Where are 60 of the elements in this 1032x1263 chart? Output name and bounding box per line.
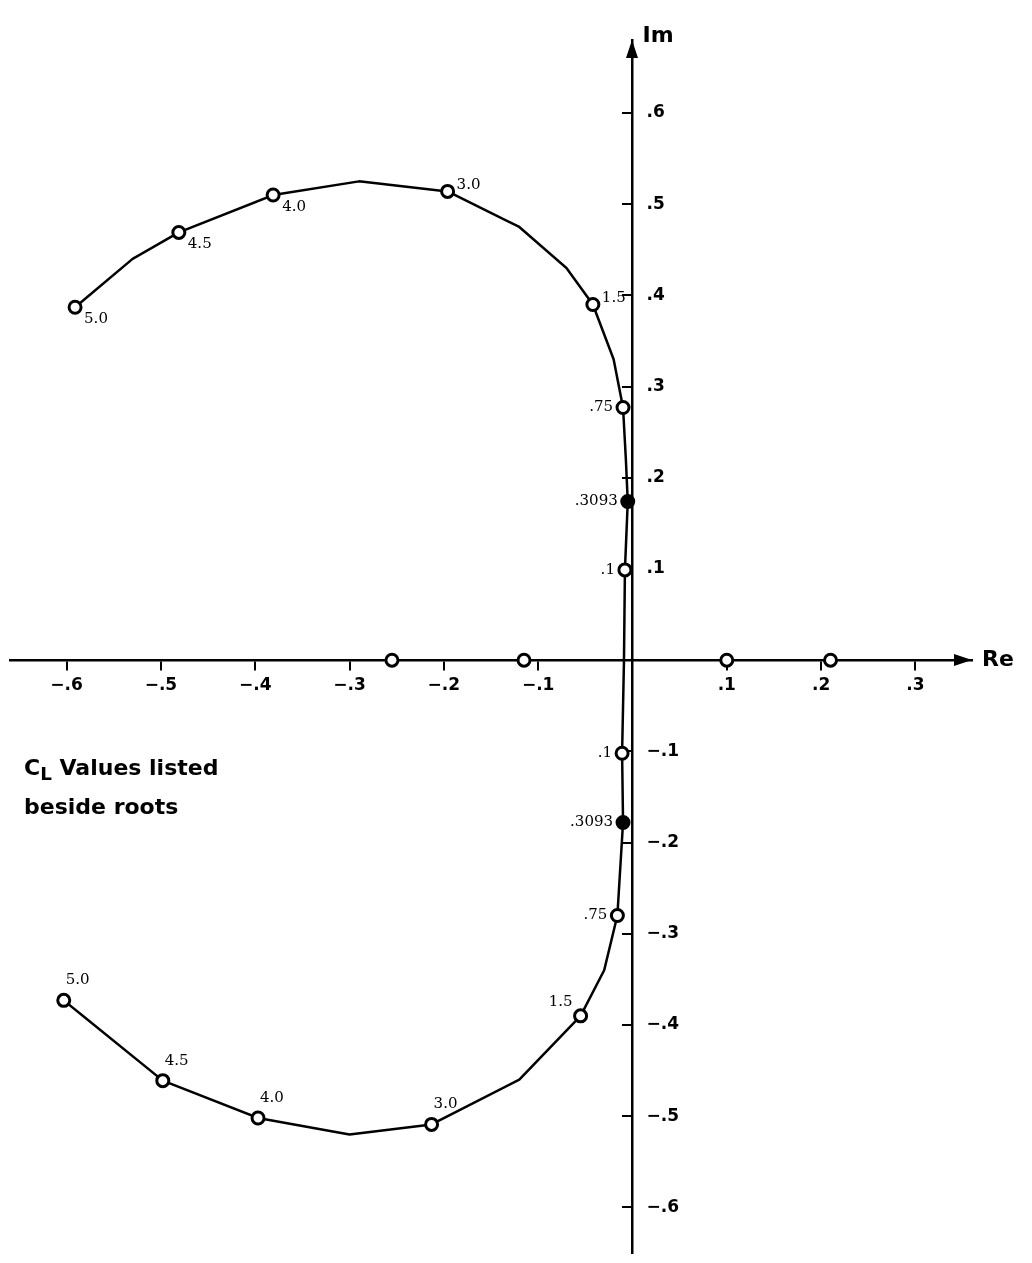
point (56, 992, 72, 1008)
point (250, 1110, 266, 1126)
point (620, 493, 636, 509)
annotation: .75 (583, 905, 608, 924)
x-tick-label: −.2 (427, 673, 461, 694)
x-tick-label: −.1 (521, 673, 555, 694)
point (585, 296, 601, 312)
y-axis-title: Im (642, 21, 674, 47)
point (615, 815, 631, 831)
annotation: .1 (600, 559, 615, 578)
y-tick-label: −.4 (646, 1013, 680, 1034)
point (573, 1008, 589, 1024)
annotation: .3093 (574, 491, 618, 510)
annotation: C$_{L}$ Values listed beside roots (24, 754, 220, 821)
y-tick-label: −.1 (646, 739, 679, 760)
annotation: .3093 (570, 812, 614, 831)
point (424, 1116, 440, 1132)
point (615, 400, 631, 416)
annotation: 3.0 (456, 175, 481, 194)
y-tick-label: .2 (646, 466, 665, 487)
y-tick-label: .3 (646, 374, 665, 395)
point (617, 562, 633, 578)
annotation: 1.5 (548, 991, 573, 1010)
annotation: 1.5 (601, 288, 626, 307)
y-tick-label: −.5 (646, 1104, 679, 1125)
point (516, 652, 532, 668)
point (823, 652, 839, 668)
y-tick-label: −.2 (646, 831, 679, 852)
point (265, 187, 281, 203)
point (440, 183, 456, 199)
y-tick-label: .1 (646, 557, 665, 578)
point (719, 652, 735, 668)
annotation: 4.5 (164, 1050, 189, 1069)
x-tick-label: .1 (717, 673, 736, 694)
point (614, 745, 630, 761)
y-tick-label: −.3 (646, 922, 679, 943)
point (67, 299, 83, 315)
annotation: .1 (597, 743, 613, 762)
x-axis-title: Re (982, 645, 1014, 671)
x-tick-label: .2 (811, 673, 831, 694)
annotation: 3.0 (433, 1094, 458, 1113)
annotation: 5.0 (84, 309, 108, 328)
x-tick-label: −.3 (333, 673, 366, 694)
y-tick-label: .6 (646, 101, 665, 122)
y-tick-label: −.6 (646, 1195, 679, 1216)
annotation: 4.0 (282, 196, 306, 215)
x-tick-label: −.5 (144, 673, 178, 694)
annotation: 4.0 (260, 1087, 284, 1106)
x-tick-label: −.6 (50, 673, 83, 694)
y-tick-label: .4 (646, 283, 665, 304)
annotation: .75 (589, 397, 614, 416)
annotation: 5.0 (65, 970, 90, 989)
y-tick-label: .5 (646, 192, 665, 213)
x-tick-label: .3 (906, 673, 925, 694)
x-tick-label: −.4 (238, 673, 272, 694)
point (384, 652, 400, 668)
point (171, 224, 187, 240)
point (609, 908, 625, 924)
annotation: 4.5 (187, 234, 212, 253)
point (155, 1073, 171, 1089)
